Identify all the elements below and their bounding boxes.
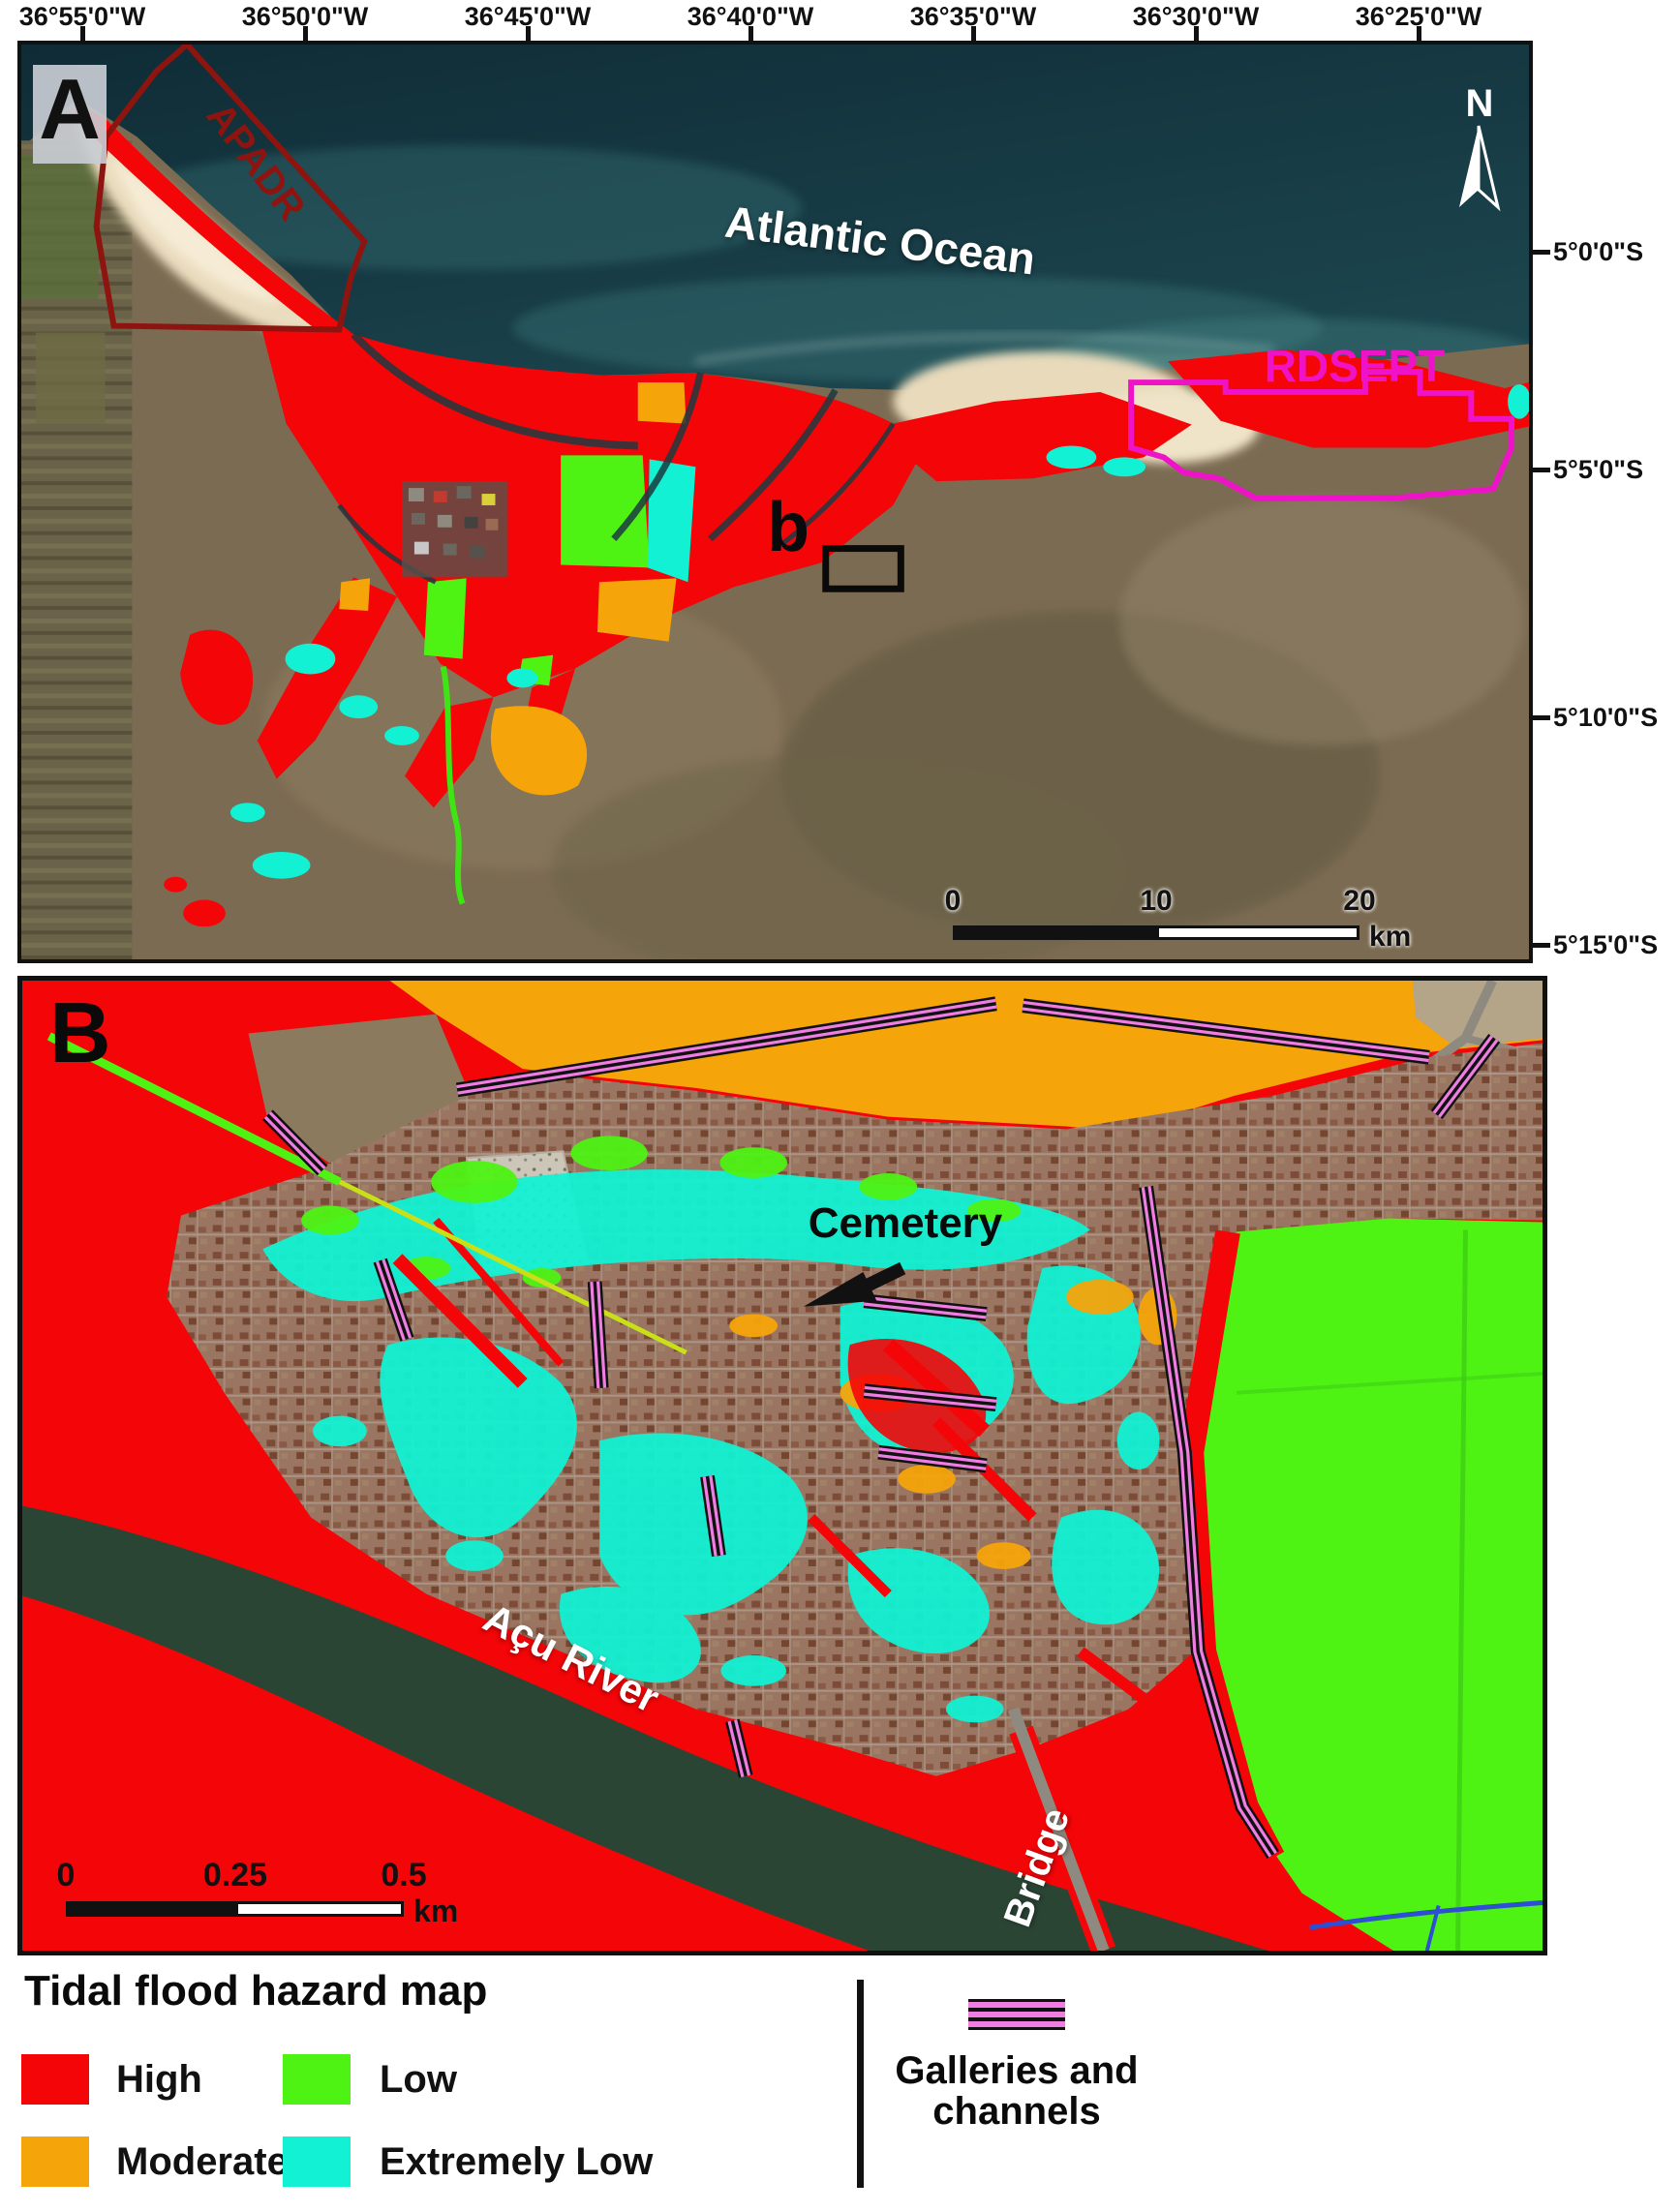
legend-label-low: Low	[380, 2058, 457, 2101]
lat-label: 5°0'0"S	[1553, 237, 1644, 266]
axis-tick	[1194, 26, 1199, 41]
lon-label: 36°55'0"W	[18, 2, 146, 31]
legend-title: Tidal flood hazard map	[24, 1967, 488, 2015]
scalebar-a: 0 10 20 km	[935, 883, 1429, 953]
lon-label: 36°35'0"W	[909, 2, 1037, 31]
inset-label: b	[767, 489, 809, 566]
scalebar-a-bar	[953, 925, 1156, 940]
legend-label-high: High	[116, 2058, 202, 2101]
scalebar-a-unit: km	[1369, 921, 1412, 953]
cemetery-arrow-icon	[803, 1261, 906, 1307]
lon-label: 36°50'0"W	[241, 2, 369, 31]
lon-label: 36°30'0"W	[1132, 2, 1260, 31]
lon-label: 36°45'0"W	[464, 2, 592, 31]
panel-a-map: A APADR Atlantic Ocean RDSEPT b N 0 10 2…	[17, 41, 1533, 963]
panel-b-map: B Cemetery Açu River Bridge 0 0.25 0.5 k…	[17, 976, 1547, 1955]
apadr-boundary	[93, 45, 368, 333]
legend-swatch-high	[21, 2054, 89, 2105]
galleries-label: Galleries and channels	[895, 2049, 1139, 2133]
inset-locator-rect	[822, 545, 904, 592]
scalebar-b-bar	[235, 1901, 404, 1917]
town-cluster	[401, 481, 508, 578]
galleries-symbol-icon	[968, 1999, 1065, 2030]
cemetery-label: Cemetery	[808, 1199, 1003, 1247]
scalebar-b-0: 0	[56, 1857, 76, 1894]
acu-river-water	[22, 1505, 1268, 1951]
scalebar-b-bar	[66, 1901, 235, 1917]
axis-tick	[971, 26, 976, 41]
lat-label: 5°15'0"S	[1553, 930, 1659, 959]
legend-divider	[857, 1980, 864, 2188]
panel-b-letter: B	[49, 985, 111, 1080]
legend-label-extremely-low: Extremely Low	[380, 2140, 654, 2183]
axis-tick	[303, 26, 308, 41]
panel-a-artwork	[21, 45, 1529, 959]
lat-label: 5°10'0"S	[1553, 703, 1659, 732]
legend-swatch-moderate	[21, 2136, 89, 2187]
scalebar-a-0: 0	[944, 885, 962, 917]
axis-tick	[1533, 715, 1550, 720]
axis-tick	[526, 26, 531, 41]
axis-tick	[1533, 468, 1550, 472]
axis-tick	[748, 26, 753, 41]
lon-label: 36°25'0"W	[1355, 2, 1482, 31]
panel-a-letter: A	[33, 64, 107, 164]
rdsept-label: RDSEPT	[1264, 341, 1446, 391]
axis-tick	[80, 26, 85, 41]
scalebar-b: 0 0.25 0.5 km	[22, 1847, 487, 1927]
north-arrow-icon	[1451, 122, 1506, 214]
legend: Tidal flood hazard map High Moderate Low…	[0, 1955, 1680, 2212]
lon-label: 36°40'0"W	[687, 2, 814, 31]
galleries-lines	[262, 996, 1501, 1859]
legend-swatch-low	[283, 2054, 351, 2105]
axis-tick	[1533, 250, 1550, 255]
scalebar-a-bar	[1156, 925, 1359, 940]
scalebar-a-20: 20	[1343, 885, 1376, 917]
north-label: N	[1465, 82, 1494, 125]
rdsept-boundary	[1128, 369, 1515, 502]
scalebar-b-025: 0.25	[202, 1857, 268, 1894]
scalebar-b-05: 0.5	[381, 1857, 427, 1894]
panel-b-artwork	[22, 981, 1543, 1951]
lat-label: 5°5'0"S	[1553, 455, 1644, 484]
axis-tick	[1417, 26, 1421, 41]
legend-label-moderate: Moderate	[116, 2140, 289, 2183]
scalebar-a-10: 10	[1140, 885, 1173, 917]
scalebar-b-unit: km	[413, 1894, 459, 1928]
axis-tick	[1533, 943, 1550, 948]
legend-swatch-extremely-low	[283, 2136, 351, 2187]
